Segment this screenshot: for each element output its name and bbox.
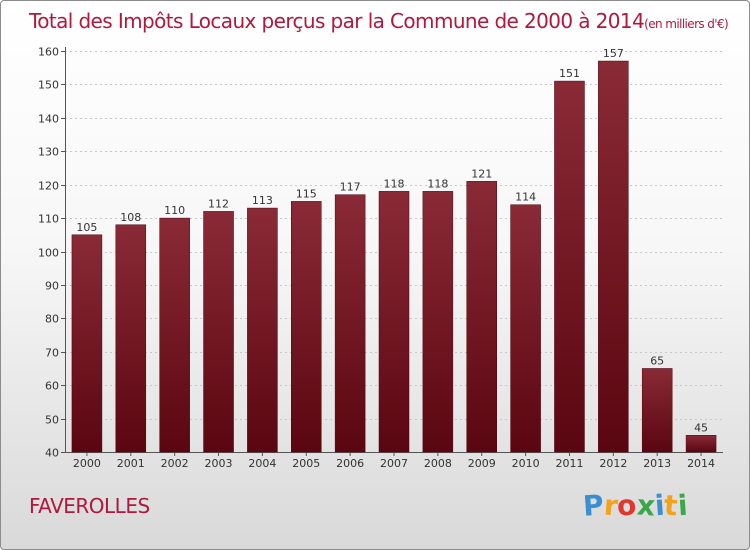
y-tick-label: 40 bbox=[45, 447, 59, 460]
x-tick-label: 2006 bbox=[336, 457, 364, 470]
axes: 40 50 60 70 80 90 100 110 120 130 140 150 160 2000 200… bbox=[38, 46, 723, 470]
y-tick-label: 160 bbox=[38, 46, 59, 59]
x-tick-label: 2011 bbox=[555, 457, 583, 470]
y-tick-label: 130 bbox=[38, 146, 59, 159]
x-tick-label: 2001 bbox=[117, 457, 145, 470]
chart-title: Total des Impôts Locaux perçus par la Co… bbox=[28, 9, 728, 33]
y-tick-label: 120 bbox=[38, 180, 59, 193]
brand-logo-letter: i bbox=[676, 488, 689, 523]
x-tick-label: 2013 bbox=[643, 457, 671, 470]
bar-value-label: 121 bbox=[471, 167, 492, 180]
bar-value-label: 45 bbox=[694, 421, 708, 434]
bar-value-label: 108 bbox=[120, 211, 141, 224]
y-tick-label: 50 bbox=[45, 414, 59, 427]
bar-value-label: 114 bbox=[515, 191, 536, 204]
bar bbox=[115, 224, 147, 453]
bar-value-label: 117 bbox=[340, 181, 361, 194]
x-tick-label: 2004 bbox=[248, 457, 276, 470]
bar-value-label: 110 bbox=[164, 204, 185, 217]
bar bbox=[334, 194, 366, 453]
bar bbox=[641, 368, 673, 453]
x-tick-label: 2009 bbox=[468, 457, 496, 470]
bar-value-label: 112 bbox=[208, 197, 229, 210]
bar-value-label: 118 bbox=[384, 177, 405, 190]
y-tick-label: 140 bbox=[38, 113, 59, 126]
commune-name: FAVEROLLES bbox=[29, 494, 150, 518]
y-tick-label: 80 bbox=[45, 313, 59, 326]
bar bbox=[510, 204, 541, 453]
data-labels: 105 108 110 112 113 115 117 118 118 121 114 151 157 6… bbox=[76, 47, 708, 434]
bar-value-label: 157 bbox=[603, 47, 624, 60]
bar bbox=[247, 207, 278, 453]
bar bbox=[203, 211, 234, 453]
y-tick-label: 150 bbox=[38, 79, 59, 92]
chart-title-main: Total des Impôts Locaux perçus par la Co… bbox=[28, 9, 644, 33]
bar bbox=[554, 80, 585, 453]
x-tick-label: 2003 bbox=[205, 457, 233, 470]
bar-value-label: 113 bbox=[252, 194, 273, 207]
chart-subtitle: (en milliers d'€) bbox=[644, 17, 728, 31]
y-tick-label: 70 bbox=[45, 347, 59, 360]
x-tick-label: 2002 bbox=[161, 457, 189, 470]
bar-value-label: 115 bbox=[296, 187, 317, 200]
x-tick-label: 2007 bbox=[380, 457, 408, 470]
x-tick-label: 2014 bbox=[687, 457, 715, 470]
y-tick-label: 60 bbox=[45, 380, 59, 393]
bar bbox=[291, 201, 322, 453]
brand-logo-letter: P bbox=[581, 488, 605, 523]
brand-logo-letter: x bbox=[635, 488, 656, 523]
y-tick-label: 110 bbox=[38, 213, 59, 226]
bars bbox=[71, 60, 717, 453]
x-tick-label: 2012 bbox=[599, 457, 627, 470]
bar-value-label: 151 bbox=[559, 67, 580, 80]
x-tick-label: 2000 bbox=[73, 457, 101, 470]
y-tick-label: 90 bbox=[45, 280, 59, 293]
bar bbox=[71, 234, 103, 453]
bar bbox=[685, 435, 717, 453]
x-tick-label: 2005 bbox=[292, 457, 320, 470]
brand-logo-letter: o bbox=[616, 488, 638, 523]
y-tick-label: 100 bbox=[38, 247, 59, 260]
bar-value-label: 105 bbox=[76, 221, 97, 234]
bar-value-label: 65 bbox=[650, 354, 664, 367]
bar bbox=[466, 181, 497, 453]
bar bbox=[159, 217, 190, 453]
bar-value-label: 118 bbox=[427, 177, 448, 190]
bar bbox=[422, 191, 454, 453]
bar bbox=[378, 191, 410, 453]
brand-logo: Proxiti bbox=[581, 488, 689, 523]
x-tick-label: 2008 bbox=[424, 457, 452, 470]
bar bbox=[598, 60, 629, 453]
x-tick-label: 2010 bbox=[512, 457, 540, 470]
